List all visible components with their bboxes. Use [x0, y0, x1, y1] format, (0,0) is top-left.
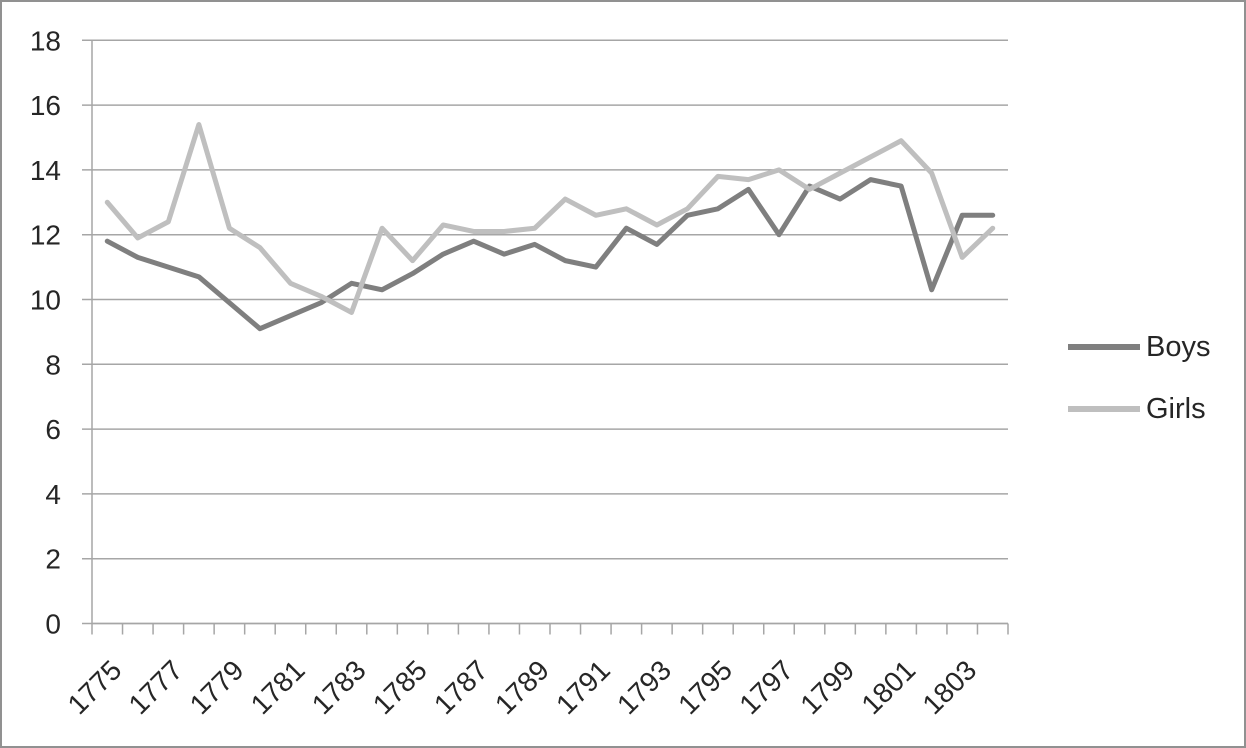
y-tick-label: 6	[45, 414, 61, 445]
legend-item-girls: Girls	[1068, 394, 1210, 424]
y-tick-label: 14	[30, 155, 61, 186]
y-tick-label: 10	[30, 285, 61, 316]
axes	[91, 40, 1009, 635]
legend: Boys Girls	[1068, 332, 1210, 424]
y-axis-labels: 0 2 4 6 8 10 12 14 16 18	[30, 25, 61, 639]
y-tick-label: 4	[45, 479, 61, 510]
boys-line	[104, 177, 996, 332]
x-tick-label: 1775	[62, 654, 128, 720]
x-tick-label: 1777	[123, 654, 189, 720]
x-tick-label: 1787	[428, 654, 494, 720]
x-tick-label: 1791	[550, 654, 616, 720]
y-tick-label: 8	[45, 349, 61, 380]
x-tick-label: 1789	[489, 654, 555, 720]
x-tick-label: 1801	[855, 654, 921, 720]
x-tick-label: 1781	[245, 654, 311, 720]
x-tick-label: 1799	[794, 654, 860, 720]
y-tick-label: 2	[45, 544, 61, 575]
x-tick-label: 1803	[916, 654, 982, 720]
legend-label-girls: Girls	[1146, 393, 1206, 425]
y-tick-label: 16	[30, 90, 61, 121]
x-tick-label: 1785	[367, 654, 433, 720]
x-tick-label: 1797	[733, 654, 799, 720]
x-tick-label: 1795	[672, 654, 738, 720]
x-tick-label: 1793	[611, 654, 677, 720]
x-axis-labels: 1775177717791781178317851787178917911793…	[62, 654, 983, 720]
x-tick-label: 1783	[306, 654, 372, 720]
y-tick-label: 0	[45, 609, 61, 640]
gridlines	[82, 39, 1008, 625]
legend-label-boys: Boys	[1146, 331, 1211, 363]
legend-item-boys: Boys	[1068, 332, 1210, 362]
boys-line-swatch	[1068, 344, 1140, 350]
y-tick-label: 12	[30, 220, 61, 251]
y-tick-label: 18	[30, 25, 61, 56]
x-tick-label: 1779	[184, 654, 250, 720]
girls-line	[104, 122, 996, 315]
girls-line-swatch	[1068, 406, 1140, 412]
